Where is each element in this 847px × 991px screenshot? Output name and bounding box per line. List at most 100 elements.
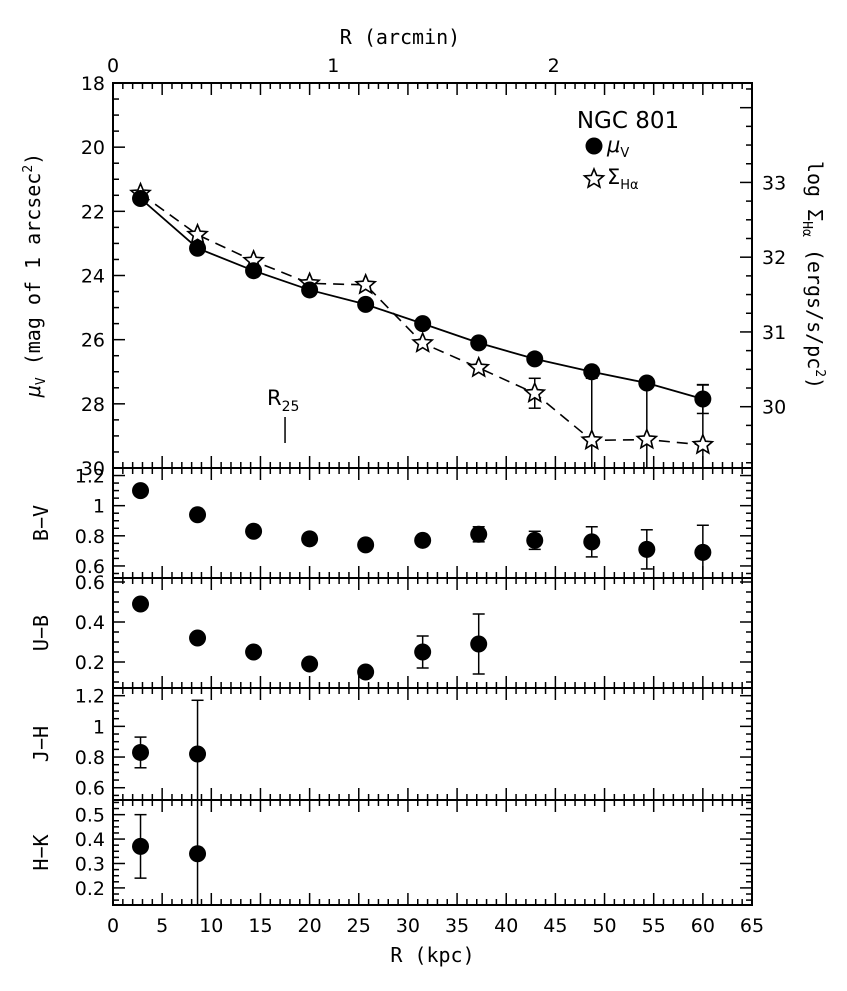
x-tick-label: 60 bbox=[691, 915, 715, 937]
panel-frame-4 bbox=[112, 687, 753, 801]
panel-frame-5 bbox=[112, 799, 753, 906]
j-h-y-tick-label: 1.2 bbox=[75, 686, 105, 708]
top-x-tick-label: 2 bbox=[548, 55, 560, 77]
x-tick-label: 35 bbox=[445, 915, 469, 937]
x-tick-label: 10 bbox=[199, 915, 223, 937]
mu-v-point bbox=[245, 262, 263, 280]
b-v-point bbox=[132, 482, 150, 500]
x-tick-label: 50 bbox=[592, 915, 616, 937]
u-b-point bbox=[414, 643, 432, 661]
b-v-y-tick-label: 1 bbox=[93, 496, 105, 518]
u-b-y-tick-label: 0.6 bbox=[75, 572, 105, 594]
mu-v-point bbox=[132, 190, 150, 207]
j-h-y-tick-label: 1 bbox=[93, 716, 105, 738]
x-tick-label: 15 bbox=[248, 915, 272, 937]
sigma-ha-point bbox=[635, 427, 659, 450]
mu-v-point bbox=[526, 350, 544, 368]
x-tick-label: 55 bbox=[642, 915, 666, 937]
legend-sigma-ha-marker bbox=[582, 166, 606, 189]
j-h-y-axis-label: J−H bbox=[29, 726, 53, 762]
b-v-y-tick-label: 0.6 bbox=[75, 556, 105, 578]
x-tick-label: 40 bbox=[494, 915, 518, 937]
sigma-y-tick-label: 33 bbox=[762, 172, 786, 194]
b-v-point bbox=[526, 531, 544, 549]
h-k-point bbox=[132, 837, 150, 855]
mu-y-axis-label: μV (mag of 1 arcsec2) bbox=[21, 153, 49, 398]
x-tick-label: 0 bbox=[107, 915, 119, 937]
mu-v-point bbox=[638, 374, 656, 392]
u-b-point bbox=[132, 595, 150, 613]
sigma-y-tick-label: 30 bbox=[762, 397, 786, 419]
b-v-point bbox=[245, 522, 263, 540]
u-b-point bbox=[301, 655, 319, 673]
mu-y-tick-label: 30 bbox=[81, 458, 105, 480]
legend-mu-v-marker bbox=[585, 137, 603, 155]
top-x-tick-label: 0 bbox=[107, 55, 119, 77]
h-k-y-axis-label: H−K bbox=[29, 834, 53, 870]
mu-v-point bbox=[414, 315, 432, 333]
panel-frame-1 bbox=[112, 82, 753, 469]
x-tick-label: 65 bbox=[740, 915, 764, 937]
sigma-ha-point bbox=[354, 272, 378, 295]
b-v-y-tick-label: 1.2 bbox=[75, 466, 105, 488]
b-v-point bbox=[470, 525, 488, 543]
mu-v-line bbox=[139, 197, 704, 400]
mu-v-point bbox=[357, 295, 375, 313]
legend-sigma-ha-label: ΣHα bbox=[607, 165, 639, 193]
panel-frame-2 bbox=[112, 467, 753, 579]
mu-v-point bbox=[189, 239, 207, 257]
b-v-point bbox=[357, 536, 375, 554]
top-x-tick-label: 1 bbox=[327, 55, 339, 77]
h-k-y-tick-label: 0.3 bbox=[75, 853, 105, 875]
x-tick-label: 45 bbox=[543, 915, 567, 937]
sigma-y-tick-label: 32 bbox=[762, 247, 786, 269]
mu-y-tick-label: 18 bbox=[81, 73, 105, 95]
mu-y-tick-label: 26 bbox=[81, 330, 105, 352]
b-v-point bbox=[414, 531, 432, 549]
u-b-y-axis-label: U−B bbox=[29, 615, 53, 651]
u-b-point bbox=[189, 629, 207, 647]
j-h-point bbox=[132, 743, 150, 761]
x-axis-label: R (kpc) bbox=[390, 943, 474, 967]
r25-annotation: R25 bbox=[267, 386, 299, 415]
h-k-y-tick-label: 0.5 bbox=[75, 805, 105, 827]
mu-v-point bbox=[470, 334, 488, 352]
legend-mu-v-label: μV bbox=[606, 133, 629, 161]
b-v-point bbox=[301, 530, 319, 548]
panel-frame-3 bbox=[112, 577, 753, 689]
x-tick-label: 20 bbox=[298, 915, 322, 937]
j-h-y-tick-label: 0.8 bbox=[75, 747, 105, 769]
h-k-y-tick-label: 0.4 bbox=[75, 829, 105, 851]
b-v-point bbox=[189, 506, 207, 524]
u-b-y-tick-label: 0.2 bbox=[75, 652, 105, 674]
h-k-point bbox=[189, 845, 207, 863]
b-v-point bbox=[638, 540, 656, 558]
u-b-y-tick-label: 0.4 bbox=[75, 612, 105, 634]
mu-v-point bbox=[583, 363, 601, 381]
b-v-point bbox=[694, 543, 712, 561]
chart-title: NGC 801 bbox=[577, 108, 679, 134]
sigma-ha-point bbox=[411, 331, 435, 353]
mu-v-point bbox=[694, 390, 712, 408]
sigma-ha-point bbox=[186, 222, 210, 245]
mu-v-point bbox=[301, 281, 319, 299]
sigma-y-tick-label: 31 bbox=[762, 322, 786, 344]
u-b-point bbox=[357, 663, 375, 681]
sigma-y-axis-label: log ΣHα (ergs/s/pc2) bbox=[799, 161, 827, 389]
mu-y-tick-label: 28 bbox=[81, 394, 105, 416]
j-h-y-tick-label: 0.6 bbox=[75, 778, 105, 800]
u-b-point bbox=[245, 643, 263, 661]
sigma-ha-point bbox=[467, 355, 491, 378]
top-x-axis-label: R (arcmin) bbox=[340, 25, 460, 49]
sigma-ha-point bbox=[523, 381, 547, 404]
sigma-ha-point bbox=[580, 428, 604, 451]
x-tick-label: 25 bbox=[347, 915, 371, 937]
b-v-point bbox=[583, 533, 601, 551]
h-k-y-tick-label: 0.2 bbox=[75, 878, 105, 900]
mu-y-tick-label: 20 bbox=[81, 137, 105, 159]
x-tick-label: 5 bbox=[156, 915, 168, 937]
j-h-point bbox=[189, 745, 207, 763]
mu-y-tick-label: 24 bbox=[81, 266, 105, 288]
b-v-y-axis-label: B−V bbox=[29, 505, 53, 541]
